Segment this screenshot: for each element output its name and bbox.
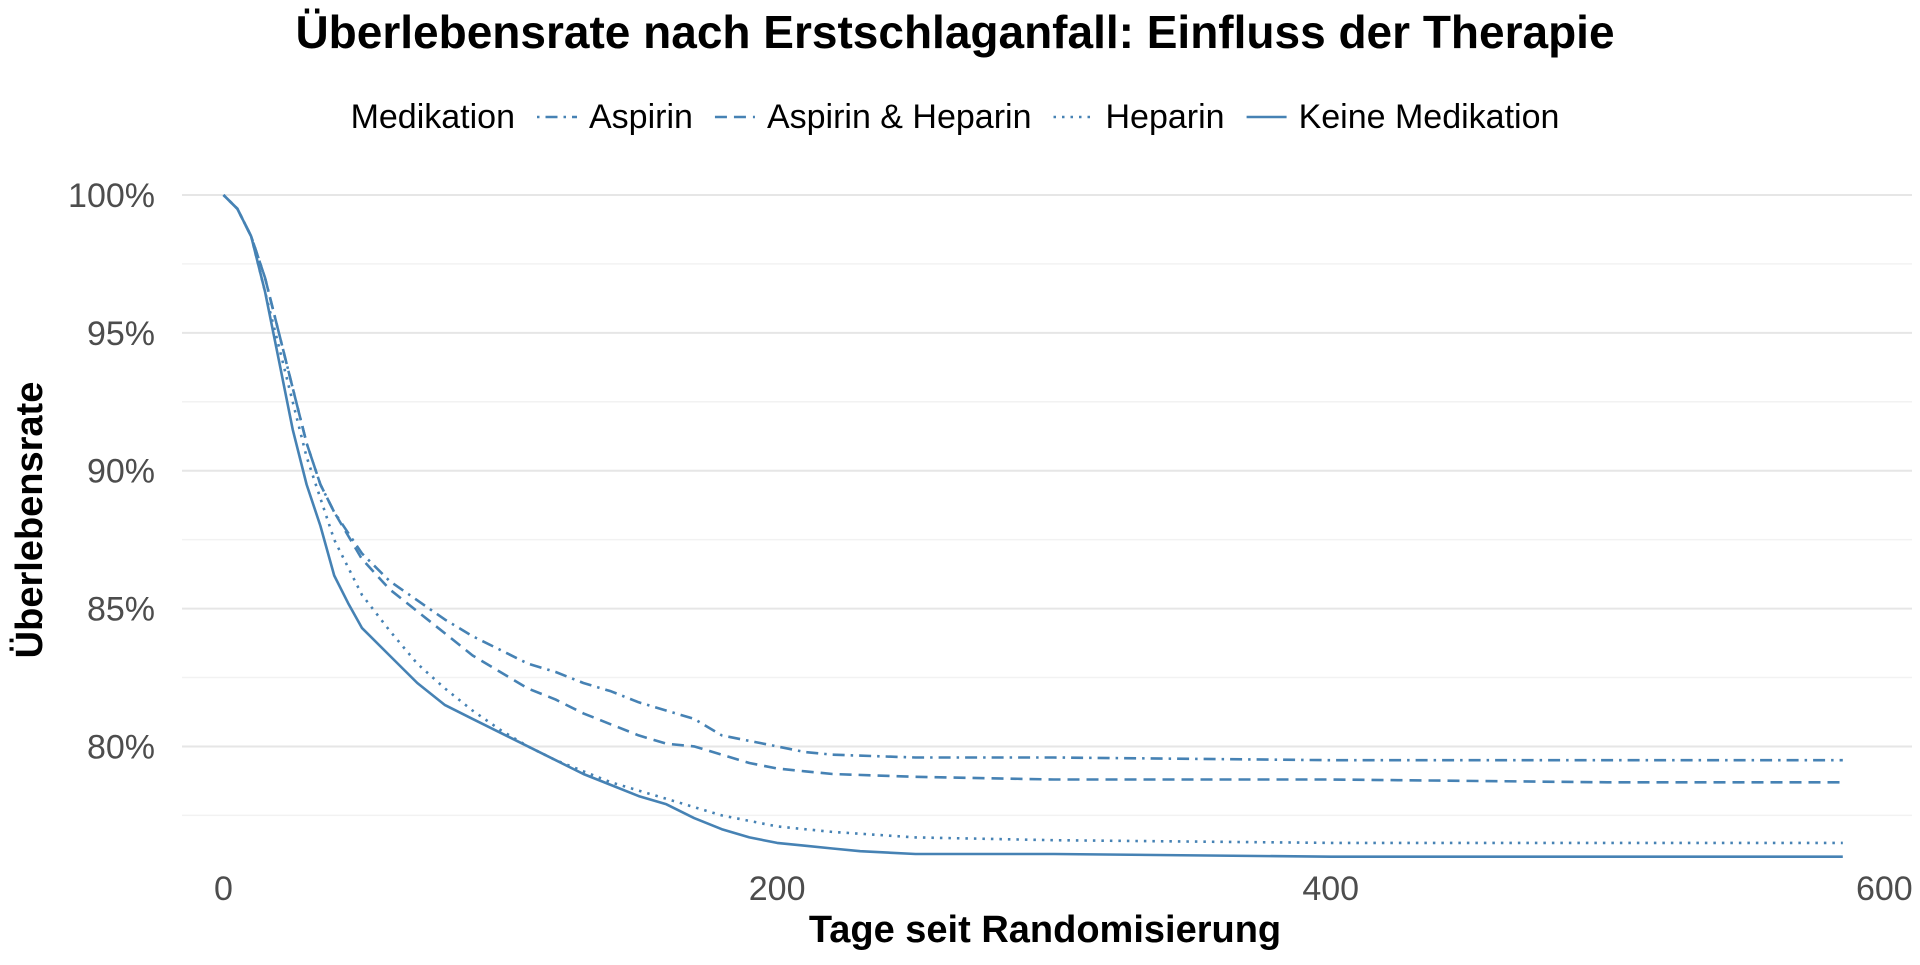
y-axis-label: Überlebensrate: [8, 382, 51, 659]
legend-label: Aspirin & Heparin: [767, 98, 1032, 136]
x-axis-label: Tage seit Randomisierung: [809, 909, 1281, 951]
y-tick-label: 85%: [87, 591, 155, 629]
y-tick-label: 90%: [87, 453, 155, 491]
y-tick-label: 100%: [68, 177, 155, 215]
grid: [182, 194, 1912, 817]
x-tick-label: 0: [214, 870, 233, 908]
legend-label: Keine Medikation: [1299, 98, 1560, 136]
series-line: [222, 194, 1843, 845]
y-axis-ticks: 80% 85% 90% 95% 100%: [68, 177, 155, 766]
legend-title: Medikation: [351, 98, 515, 136]
legend-label: Aspirin: [589, 98, 693, 136]
x-tick-label: 400: [1302, 870, 1359, 908]
x-axis-ticks: 0 200 400 600: [214, 870, 1913, 908]
x-tick-label: 600: [1856, 870, 1913, 908]
plot-lines: [222, 194, 1843, 858]
series-line: [222, 194, 1843, 858]
series-line: [222, 194, 1843, 784]
legend-label: Heparin: [1106, 98, 1225, 136]
x-tick-label: 200: [749, 870, 806, 908]
chart-title: Überlebensrate nach Erstschlaganfall: Ei…: [295, 6, 1614, 58]
y-tick-label: 80%: [87, 728, 155, 766]
y-tick-label: 95%: [87, 315, 155, 353]
legend: Medikation Aspirin Aspirin & Heparin Hepar…: [351, 98, 1560, 136]
